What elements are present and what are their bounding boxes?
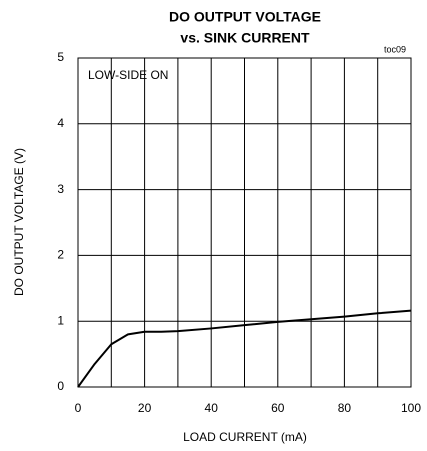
x-tick-label: 100 — [401, 401, 421, 415]
x-tick-label: 80 — [338, 401, 352, 415]
y-tick-label: 5 — [57, 50, 64, 64]
chart-title: DO OUTPUT VOLTAGE — [169, 9, 321, 25]
y-axis-label: DO OUTPUT VOLTAGE (V) — [12, 148, 26, 296]
annotation: LOW-SIDE ON — [88, 68, 168, 82]
line — [77, 309, 412, 388]
y-tick-label: 1 — [57, 313, 64, 327]
x-tick-label: 0 — [75, 401, 82, 415]
y-tick-label: 4 — [57, 116, 64, 130]
y-tick-label: 0 — [57, 379, 64, 393]
x-tick-label: 40 — [205, 401, 219, 415]
x-tick-label: 60 — [271, 401, 285, 415]
x-axis-label: LOAD CURRENT (mA) — [183, 430, 307, 444]
chart-title: vs. SINK CURRENT — [180, 30, 310, 46]
x-tick-label: 20 — [138, 401, 152, 415]
y-tick-label: 2 — [57, 248, 64, 262]
annotation: toc09 — [384, 44, 406, 54]
y-tick-label: 3 — [57, 182, 64, 196]
